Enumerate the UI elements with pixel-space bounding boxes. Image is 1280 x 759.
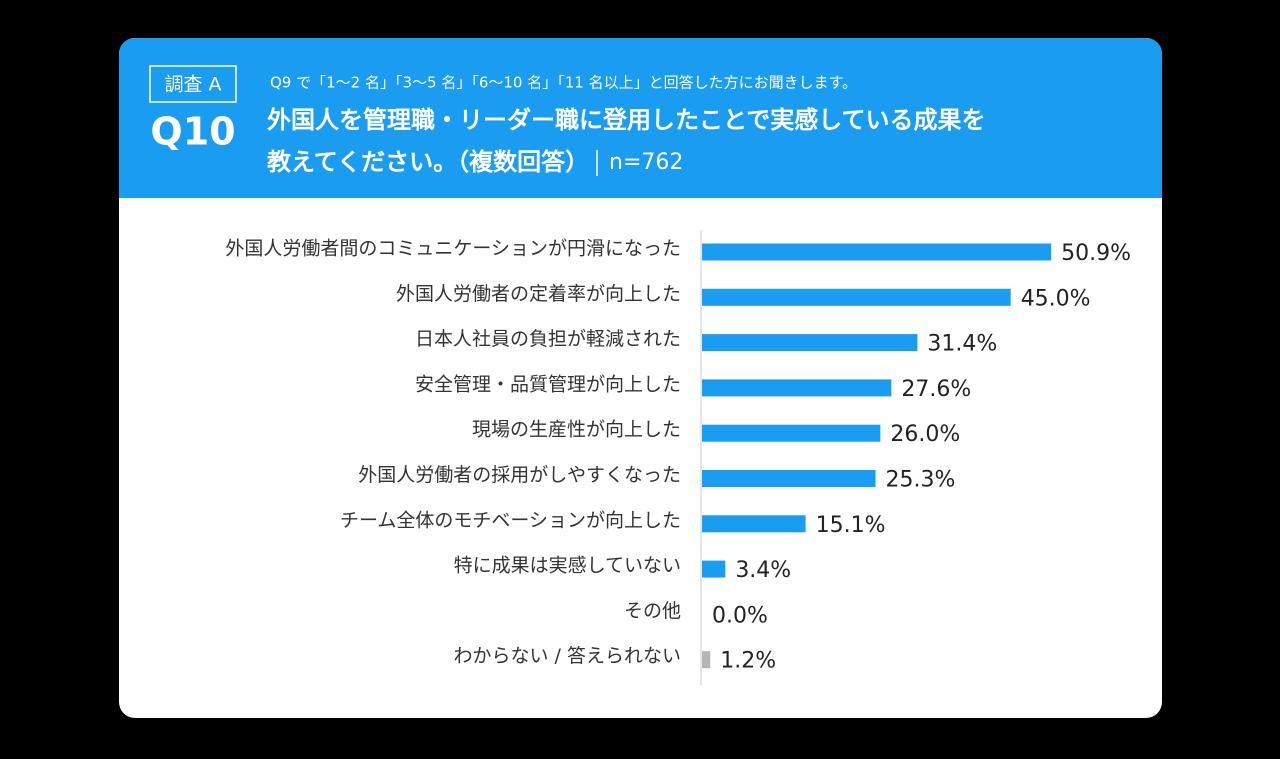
category-label: 外国人労働者間のコミュニケーションが円滑になった — [225, 238, 681, 260]
value-label: 50.9% — [1061, 241, 1131, 266]
bar — [702, 424, 881, 442]
badge-box — [149, 65, 237, 103]
bar — [702, 560, 726, 578]
question-no: Q10 — [150, 110, 235, 154]
title-line: 外国人を管理職・リーダー職に登用したことで実感している成果を — [267, 106, 986, 134]
category-label: チーム全体のモチベーションが向上した — [340, 509, 681, 531]
value-label: 26.0% — [890, 422, 960, 447]
category-label: 外国人労働者の採用がしやすくなった — [358, 464, 681, 486]
category-label: わからない / 答えられない — [454, 645, 681, 667]
header — [119, 38, 1162, 198]
category-label: 安全管理・品質管理が向上した — [415, 373, 681, 395]
value-label: 15.1% — [816, 513, 886, 538]
value-label: 1.2% — [720, 649, 776, 674]
value-label: 0.0% — [712, 603, 768, 628]
value-label: 31.4% — [927, 332, 997, 357]
title-line: 教えてください。（複数回答） — [267, 148, 589, 176]
category-label: 現場の生産性が向上した — [472, 419, 681, 441]
category-label: 外国人労働者の定着率が向上した — [396, 283, 681, 305]
bar — [702, 243, 1052, 261]
bar — [702, 379, 892, 397]
category-label: その他 — [624, 600, 681, 622]
value-label: 3.4% — [735, 558, 791, 583]
category-label: 特に成果は実感していない — [454, 555, 681, 577]
sample-size: n=762 — [609, 150, 683, 175]
category-label: 日本人社員の負担が軽減された — [415, 328, 681, 350]
bar — [702, 334, 918, 352]
value-label: 27.6% — [901, 377, 971, 402]
value-label: 25.3% — [886, 468, 956, 493]
badge: 調査 A — [164, 74, 221, 96]
subtitle: Q9 で「1～2 名」「3～5 名」「6～10 名」「11 名以上」と回答した方… — [270, 74, 857, 92]
value-label: 45.0% — [1021, 286, 1091, 311]
bar — [702, 470, 876, 487]
bar — [702, 288, 1011, 306]
bar — [702, 651, 711, 669]
card — [119, 38, 1162, 718]
bar — [702, 515, 806, 533]
